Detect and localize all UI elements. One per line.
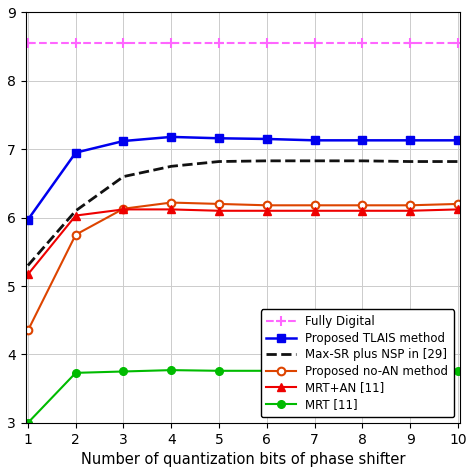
- MRT+AN [11]: [264, 208, 270, 214]
- Fully Digital: [73, 40, 79, 46]
- MRT [11]: [168, 367, 174, 373]
- Max-SR plus NSP in [29]: [407, 159, 413, 164]
- Fully Digital: [25, 40, 31, 46]
- MRT+AN [11]: [73, 213, 79, 219]
- MRT [11]: [264, 368, 270, 374]
- MRT+AN [11]: [216, 208, 222, 214]
- MRT [11]: [359, 368, 365, 374]
- Proposed TLAIS method: [312, 137, 318, 143]
- Proposed no-AN method: [407, 202, 413, 208]
- MRT+AN [11]: [168, 207, 174, 212]
- MRT+AN [11]: [25, 272, 31, 277]
- MRT [11]: [216, 368, 222, 374]
- Proposed no-AN method: [120, 206, 126, 211]
- Fully Digital: [120, 40, 126, 46]
- Max-SR plus NSP in [29]: [312, 158, 318, 164]
- Proposed TLAIS method: [216, 136, 222, 141]
- Line: Fully Digital: Fully Digital: [23, 38, 463, 48]
- Max-SR plus NSP in [29]: [359, 158, 365, 164]
- Proposed no-AN method: [455, 201, 461, 207]
- MRT+AN [11]: [359, 208, 365, 214]
- Fully Digital: [407, 40, 413, 46]
- MRT [11]: [73, 370, 79, 376]
- Line: Proposed no-AN method: Proposed no-AN method: [24, 199, 462, 334]
- Line: Max-SR plus NSP in [29]: Max-SR plus NSP in [29]: [28, 161, 458, 265]
- Max-SR plus NSP in [29]: [455, 159, 461, 164]
- Max-SR plus NSP in [29]: [120, 174, 126, 180]
- Proposed TLAIS method: [168, 134, 174, 140]
- Proposed TLAIS method: [25, 217, 31, 222]
- Proposed TLAIS method: [120, 138, 126, 144]
- Max-SR plus NSP in [29]: [168, 164, 174, 169]
- Proposed TLAIS method: [359, 137, 365, 143]
- Fully Digital: [264, 40, 270, 46]
- Max-SR plus NSP in [29]: [25, 263, 31, 268]
- MRT+AN [11]: [120, 207, 126, 212]
- Proposed no-AN method: [359, 202, 365, 208]
- Line: Proposed TLAIS method: Proposed TLAIS method: [24, 133, 462, 223]
- MRT [11]: [455, 368, 461, 374]
- Max-SR plus NSP in [29]: [73, 208, 79, 214]
- Line: MRT+AN [11]: MRT+AN [11]: [24, 205, 462, 279]
- MRT [11]: [312, 368, 318, 374]
- Fully Digital: [168, 40, 174, 46]
- Max-SR plus NSP in [29]: [216, 159, 222, 164]
- Fully Digital: [455, 40, 461, 46]
- MRT [11]: [25, 420, 31, 426]
- Line: MRT [11]: MRT [11]: [24, 366, 462, 427]
- Proposed no-AN method: [312, 202, 318, 208]
- MRT+AN [11]: [312, 208, 318, 214]
- MRT+AN [11]: [407, 208, 413, 214]
- Proposed TLAIS method: [407, 137, 413, 143]
- Proposed no-AN method: [264, 202, 270, 208]
- MRT+AN [11]: [455, 207, 461, 212]
- Proposed no-AN method: [25, 328, 31, 333]
- Proposed TLAIS method: [455, 137, 461, 143]
- X-axis label: Number of quantization bits of phase shifter: Number of quantization bits of phase shi…: [81, 452, 405, 467]
- Proposed TLAIS method: [73, 150, 79, 155]
- Proposed TLAIS method: [264, 136, 270, 142]
- MRT [11]: [120, 369, 126, 374]
- Fully Digital: [312, 40, 318, 46]
- Proposed no-AN method: [216, 201, 222, 207]
- Proposed no-AN method: [73, 232, 79, 237]
- Proposed no-AN method: [168, 200, 174, 205]
- MRT [11]: [407, 368, 413, 374]
- Max-SR plus NSP in [29]: [264, 158, 270, 164]
- Fully Digital: [359, 40, 365, 46]
- Fully Digital: [216, 40, 222, 46]
- Legend: Fully Digital, Proposed TLAIS method, Max-SR plus NSP in [29], Proposed no-AN me: Fully Digital, Proposed TLAIS method, Ma…: [261, 310, 455, 417]
